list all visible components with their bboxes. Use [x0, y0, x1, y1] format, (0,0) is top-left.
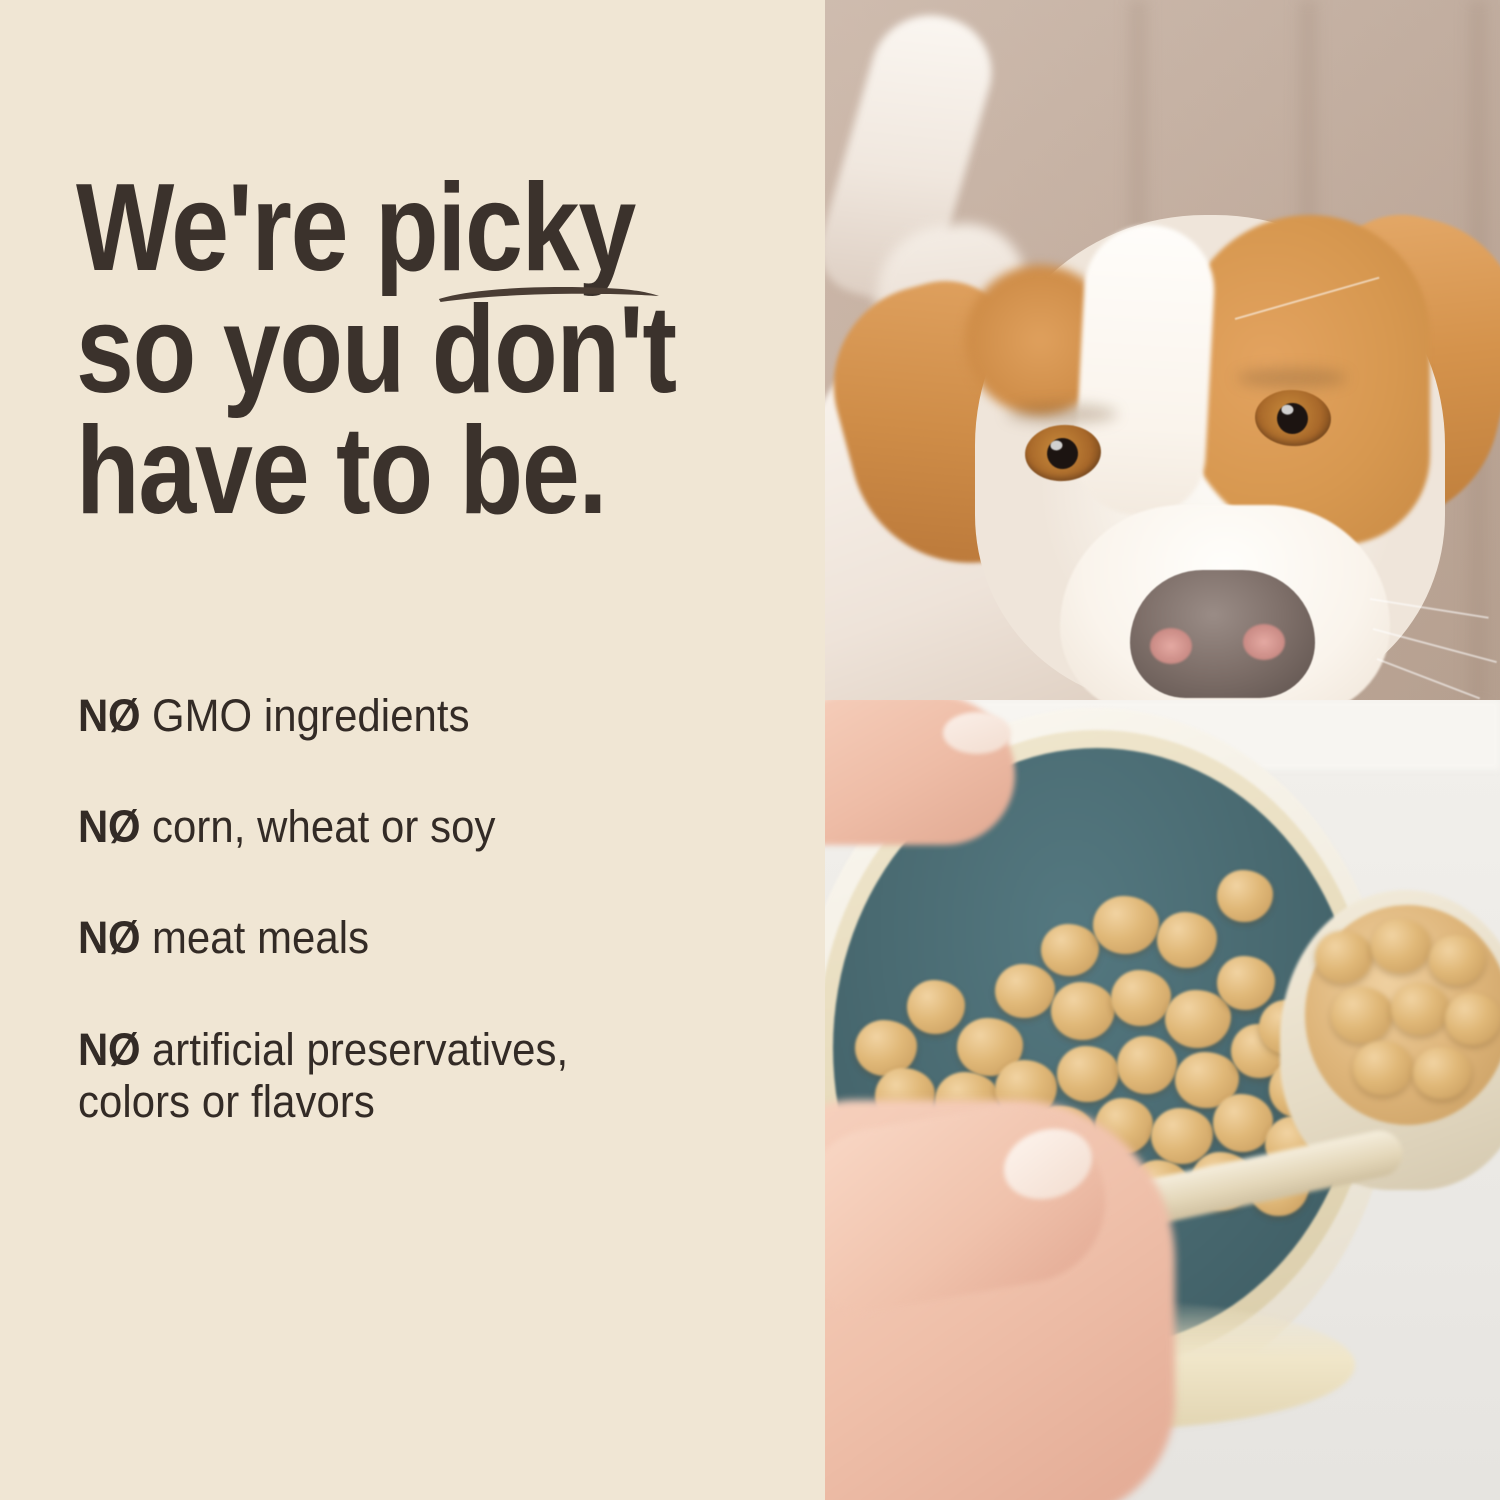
headline-line-1: We're picky	[76, 159, 636, 297]
claim-text: artificial preservatives, colors or flav…	[78, 1023, 569, 1127]
dog-brow-right	[1237, 368, 1347, 388]
claim-text: GMO ingredients	[140, 690, 470, 741]
claim-item-corn-wheat-soy: NØ corn, wheat or soy	[78, 801, 729, 853]
headline-line-2: so you don't	[76, 280, 677, 419]
claim-item-meat-meals: NØ meat meals	[78, 912, 729, 964]
claim-prefix: NØ	[78, 690, 141, 741]
claims-list: NØ GMO ingredients NØ corn, wheat or soy…	[78, 690, 778, 1128]
claim-text: corn, wheat or soy	[140, 801, 496, 853]
dog-nostril-left	[1150, 628, 1192, 664]
photo-dog	[825, 0, 1500, 705]
photo-bowl-of-kibble	[825, 700, 1500, 1500]
headline-line-3: have to be.	[76, 402, 607, 541]
claim-prefix: NØ	[78, 801, 141, 853]
claim-item-gmo: NØ GMO ingredients	[78, 690, 729, 742]
dog-brow-left	[1007, 404, 1117, 424]
claim-text: meat meals	[140, 912, 370, 964]
dog-blaze	[1072, 221, 1218, 519]
scoop-kibble	[1305, 905, 1500, 1125]
claim-prefix: NØ	[78, 912, 141, 964]
right-photo-column	[825, 0, 1500, 1500]
dog-face-patch-right	[1180, 215, 1430, 545]
page-title: We're picky so you don't have to be.	[76, 159, 677, 541]
left-content-panel: We're picky so you don't have to be. NØ …	[76, 159, 778, 1128]
claim-prefix: NØ	[78, 1023, 141, 1075]
fingernail-top	[943, 712, 1011, 754]
dog-nostril-right	[1243, 624, 1285, 660]
claim-item-artificial-preservatives: NØ artificial preservatives, colors or f…	[78, 1024, 729, 1128]
